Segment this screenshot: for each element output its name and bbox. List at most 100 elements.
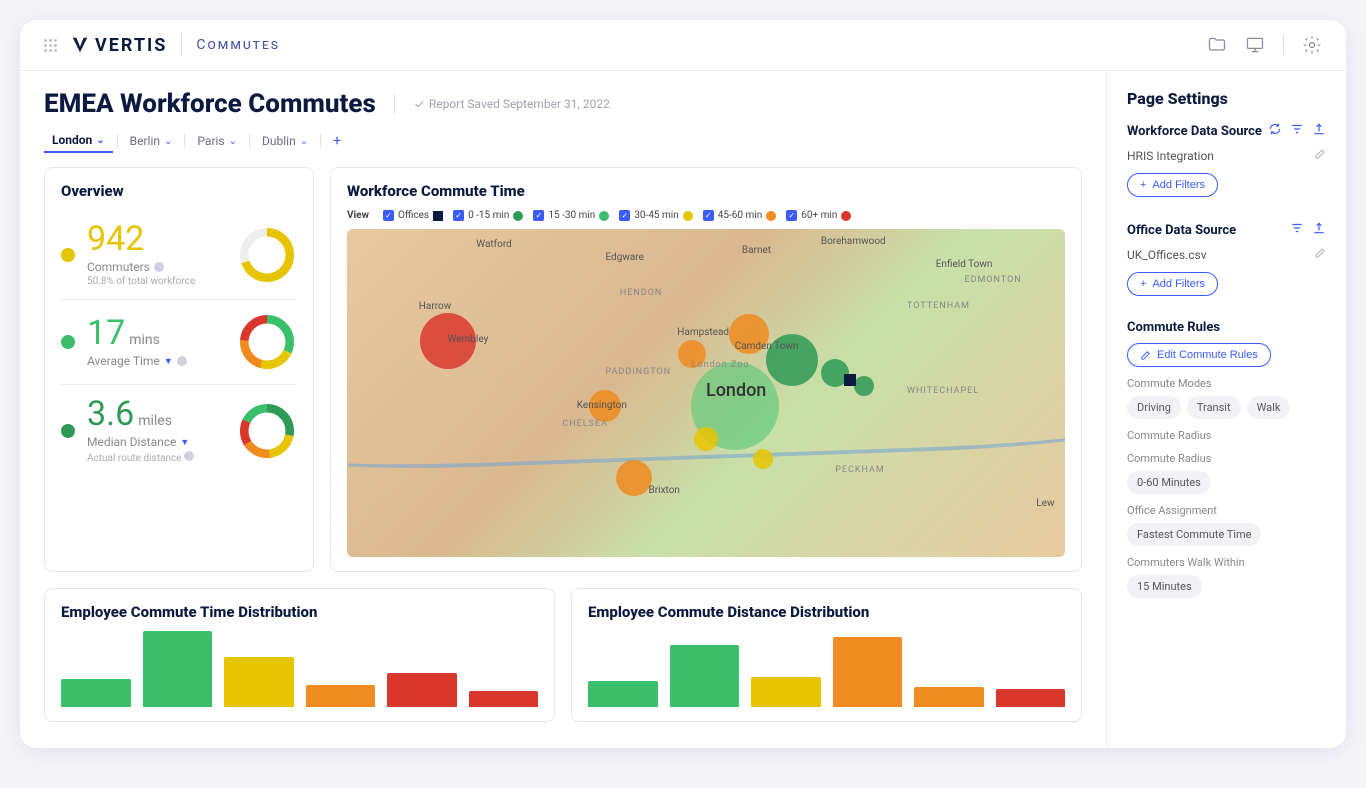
- edit-icon[interactable]: [1314, 247, 1326, 262]
- product-name: Commutes: [196, 37, 280, 53]
- bar: [833, 637, 903, 707]
- separator: [1283, 35, 1284, 55]
- logo-mark-icon: [71, 36, 89, 54]
- legend-item[interactable]: ✓45-60 min: [703, 210, 776, 221]
- main-content: EMEA Workforce Commutes Report Saved Sep…: [20, 71, 1106, 748]
- legend-item[interactable]: ✓60+ min: [786, 210, 851, 221]
- legend-item[interactable]: ✓Offices: [383, 210, 443, 221]
- tab-berlin[interactable]: Berlin⌄: [122, 130, 181, 152]
- map-place-label: Barnet: [742, 245, 771, 256]
- checkbox-icon[interactable]: ✓: [619, 210, 630, 221]
- bar: [670, 645, 740, 707]
- checkbox-icon[interactable]: ✓: [383, 210, 394, 221]
- commute-rules-section: Commute Rules Edit Commute Rules Commute…: [1127, 320, 1326, 598]
- map-place-label: Kensington: [577, 400, 627, 411]
- brand-name: VERTIS: [95, 35, 167, 56]
- assignment-chip[interactable]: Fastest Commute Time: [1127, 523, 1261, 546]
- map-place-label: Brixton: [649, 485, 680, 496]
- map-bubble[interactable]: [753, 449, 773, 469]
- edit-rules-button[interactable]: Edit Commute Rules: [1127, 343, 1271, 367]
- bar: [469, 691, 539, 707]
- checkbox-icon[interactable]: ✓: [533, 210, 544, 221]
- map-area-label: PECKHAM: [835, 465, 885, 475]
- separator: [181, 34, 182, 56]
- page-title: EMEA Workforce Commutes: [44, 89, 376, 119]
- topbar-actions: [1207, 35, 1322, 55]
- checkbox-icon[interactable]: ✓: [703, 210, 714, 221]
- add-filters-button[interactable]: +Add Filters: [1127, 173, 1218, 197]
- chevron-down-icon[interactable]: ▼: [164, 356, 173, 367]
- upload-icon[interactable]: [1312, 122, 1326, 140]
- filter-icon[interactable]: [1290, 221, 1304, 239]
- map-place-label: Hampstead: [677, 327, 729, 338]
- bar: [914, 687, 984, 707]
- office-marker[interactable]: [844, 374, 856, 386]
- chevron-down-icon[interactable]: ▼: [180, 437, 189, 448]
- map-place-label: Enfield Town: [936, 259, 993, 270]
- map-legend: View ✓Offices✓0 -15 min✓15 -30 min✓30-45…: [347, 210, 1065, 221]
- mode-chip[interactable]: Walk: [1247, 396, 1291, 419]
- presentation-icon[interactable]: [1245, 35, 1265, 55]
- chart-title: Employee Commute Distance Distribution: [588, 603, 1065, 621]
- checkbox-icon[interactable]: ✓: [453, 210, 464, 221]
- map-area-label: EDMONTON: [964, 275, 1021, 285]
- info-icon[interactable]: [177, 356, 187, 366]
- bar: [387, 673, 457, 707]
- checkbox-icon[interactable]: ✓: [786, 210, 797, 221]
- add-tab-button[interactable]: +: [325, 133, 349, 149]
- tab-london[interactable]: London⌄: [44, 129, 113, 153]
- edit-icon[interactable]: [1314, 148, 1326, 163]
- bar: [306, 685, 376, 707]
- info-icon[interactable]: [154, 262, 164, 272]
- map-bubble[interactable]: [694, 427, 718, 451]
- bar: [751, 677, 821, 707]
- map-area-label: TOTTENHAM: [907, 301, 970, 311]
- map-place-label: Lew: [1036, 498, 1054, 509]
- donut-chart: [237, 401, 297, 461]
- gear-icon[interactable]: [1302, 35, 1322, 55]
- workforce-source-section: Workforce Data Source HRIS Integration +…: [1127, 122, 1326, 197]
- filter-icon[interactable]: [1290, 122, 1304, 140]
- map-area-label: CHELSEA: [562, 419, 608, 429]
- stat-dot: [61, 424, 75, 438]
- stat-commuters: 942 Commuters 50.8% of total workforce: [61, 210, 297, 299]
- stat-dot: [61, 248, 75, 262]
- upload-icon[interactable]: [1312, 221, 1326, 239]
- map-place-label: Watford: [476, 239, 512, 250]
- map-bubble[interactable]: [616, 460, 652, 496]
- map-place-label: Edgware: [605, 252, 643, 263]
- legend-item[interactable]: ✓0 -15 min: [453, 210, 523, 221]
- tab-dublin[interactable]: Dublin⌄: [254, 130, 316, 152]
- mode-chip[interactable]: Transit: [1187, 396, 1241, 419]
- walk-chip[interactable]: 15 Minutes: [1127, 575, 1202, 598]
- map-place-label: Camden Town: [735, 341, 799, 352]
- pencil-icon: [1140, 350, 1151, 361]
- folder-icon[interactable]: [1207, 35, 1227, 55]
- commute-map[interactable]: LondonWatfordEdgwareBarnetEnfield TownBo…: [347, 229, 1065, 557]
- grip-icon[interactable]: [44, 39, 57, 52]
- bar: [996, 689, 1066, 707]
- add-filters-button[interactable]: +Add Filters: [1127, 272, 1218, 296]
- bar-chart: [61, 631, 538, 707]
- map-place-label: Harrow: [419, 301, 451, 312]
- donut-chart: [237, 225, 297, 285]
- map-bubble[interactable]: [854, 376, 874, 396]
- info-icon[interactable]: [184, 451, 194, 461]
- bar: [588, 681, 658, 707]
- stat-avg-time: 17mins Average Time▼: [61, 299, 297, 384]
- topbar: VERTIS Commutes: [20, 20, 1346, 71]
- legend-item[interactable]: ✓30-45 min: [619, 210, 692, 221]
- stat-median-distance: 3.6miles Median Distance▼ Actual route d…: [61, 384, 297, 476]
- stat-dot: [61, 335, 75, 349]
- mode-chip[interactable]: Driving: [1127, 396, 1181, 419]
- distance-distribution-card: Employee Commute Distance Distribution: [571, 588, 1082, 722]
- radius-chip[interactable]: 0-60 Minutes: [1127, 471, 1211, 494]
- map-area-label: HENDON: [620, 288, 662, 298]
- legend-item[interactable]: ✓15 -30 min: [533, 210, 609, 221]
- refresh-icon[interactable]: [1268, 122, 1282, 140]
- app-frame: VERTIS Commutes EMEA Workforce Commutes …: [20, 20, 1346, 748]
- bar-chart: [588, 631, 1065, 707]
- map-place-label: Wembley: [448, 334, 489, 345]
- tab-paris[interactable]: Paris⌄: [189, 130, 245, 152]
- map-area-label: London Zoo: [692, 360, 750, 370]
